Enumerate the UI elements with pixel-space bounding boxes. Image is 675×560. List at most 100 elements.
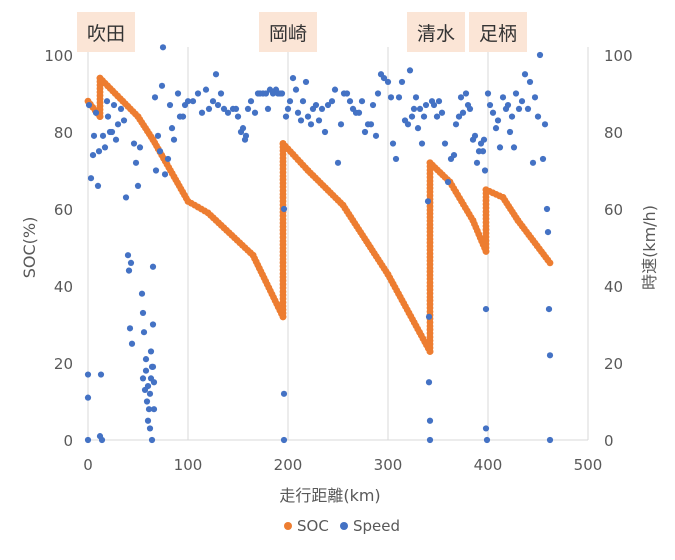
speed-point — [438, 109, 446, 116]
speed-point — [87, 175, 95, 182]
soc-point — [546, 259, 554, 267]
place-label-box — [407, 12, 465, 52]
speed-point — [482, 425, 490, 432]
speed-point — [526, 78, 534, 86]
speed-point — [524, 105, 532, 112]
speed-point — [315, 117, 323, 124]
speed-point — [481, 167, 489, 174]
legend-marker — [340, 522, 348, 530]
speed-point — [435, 98, 443, 105]
speed-point — [425, 313, 433, 320]
speed-point — [462, 90, 470, 97]
speed-point — [234, 113, 242, 120]
place-label-text: 清水 — [417, 23, 455, 45]
speed-point — [184, 98, 192, 105]
place-label-box — [77, 12, 135, 52]
speed-point — [480, 136, 488, 143]
speed-point — [512, 90, 520, 97]
speed-point — [471, 132, 479, 139]
speed-point — [404, 121, 412, 128]
speed-point — [161, 171, 169, 178]
legend-item: Speed — [340, 517, 400, 535]
speed-point — [247, 98, 255, 105]
speed-point — [334, 159, 342, 166]
speed-point — [412, 94, 420, 101]
speed-point — [545, 306, 553, 313]
speed-point — [408, 113, 416, 120]
place-label-text: 足柄 — [479, 23, 517, 45]
speed-point — [398, 78, 406, 86]
y-tick-label-left: 40 — [54, 278, 73, 296]
speed-point — [282, 113, 290, 120]
speed-point — [367, 121, 375, 128]
speed-point — [510, 144, 518, 151]
speed-point — [126, 325, 134, 332]
speed-point — [494, 117, 502, 124]
speed-point — [504, 101, 512, 109]
speed-point — [372, 132, 380, 139]
speed-point — [99, 132, 107, 139]
speed-point — [539, 155, 547, 163]
speed-point — [473, 159, 481, 166]
speed-point — [358, 98, 366, 105]
speed-point — [426, 417, 434, 424]
speed-point — [145, 406, 153, 413]
speed-point — [508, 113, 516, 120]
speed-point — [482, 306, 490, 313]
speed-point — [331, 86, 339, 93]
y-tick-label-right: 40 — [604, 278, 623, 296]
speed-point — [420, 113, 428, 120]
speed-point — [343, 90, 351, 97]
speed-point — [149, 363, 157, 370]
speed-series-layer — [84, 44, 554, 444]
speed-point — [483, 436, 491, 444]
speed-point — [534, 113, 542, 120]
speed-point — [312, 101, 320, 109]
speed-point — [280, 205, 288, 213]
speed-point — [307, 121, 315, 128]
x-axis-label: 走行距離(km) — [279, 486, 380, 505]
speed-point — [103, 98, 111, 105]
y-tick-label-left: 100 — [44, 47, 73, 65]
y-tick-label-right: 0 — [604, 432, 614, 450]
speed-point — [152, 167, 160, 174]
speed-point — [479, 148, 487, 155]
speed-point — [262, 90, 270, 97]
speed-point — [251, 109, 259, 116]
y-tick-label-right: 60 — [604, 201, 623, 219]
x-tick-label: 300 — [374, 456, 403, 474]
speed-point — [92, 109, 100, 116]
speed-point — [84, 436, 92, 444]
speed-point — [132, 159, 140, 166]
speed-point — [122, 194, 130, 201]
speed-point — [142, 356, 150, 363]
speed-point — [392, 155, 400, 163]
speed-point — [134, 182, 142, 189]
place-label: 清水 — [407, 12, 465, 52]
speed-point — [284, 105, 292, 112]
y-tick-label-left: 20 — [54, 355, 73, 373]
speed-point — [292, 86, 300, 93]
speed-point — [84, 371, 92, 378]
speed-point — [304, 113, 312, 120]
place-label-box — [259, 12, 317, 52]
speed-point — [150, 406, 158, 413]
legend-item: SOC — [284, 517, 329, 535]
speed-point — [518, 98, 526, 105]
y-tick-label-right: 80 — [604, 124, 623, 142]
speed-point — [136, 144, 144, 151]
speed-point — [114, 121, 122, 128]
speed-point — [389, 140, 397, 147]
speed-point — [170, 136, 178, 143]
speed-point — [414, 125, 422, 132]
speed-point — [489, 109, 497, 116]
place-label-text: 吹田 — [87, 23, 125, 45]
y-tick-label-left: 60 — [54, 201, 73, 219]
speed-point — [280, 390, 288, 397]
speed-point — [98, 436, 106, 444]
speed-point — [374, 90, 382, 97]
speed-point — [536, 51, 544, 59]
speed-point — [459, 109, 467, 116]
